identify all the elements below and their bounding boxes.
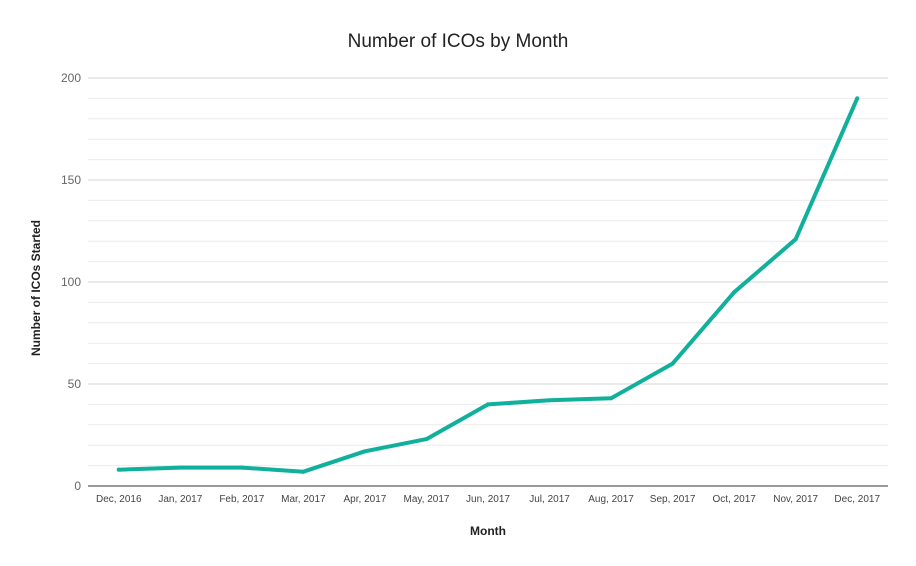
x-tick-label: Apr, 2017 xyxy=(344,494,387,505)
chart-title: Number of ICOs by Month xyxy=(348,31,569,52)
y-tick-label: 150 xyxy=(61,173,81,187)
x-tick-label: Nov, 2017 xyxy=(773,494,818,505)
data-point xyxy=(239,465,244,470)
x-tick-label: Mar, 2017 xyxy=(281,494,326,505)
x-tick-label: Jun, 2017 xyxy=(466,494,510,505)
x-tick-label: Aug, 2017 xyxy=(588,494,634,505)
data-point xyxy=(424,437,429,442)
data-point xyxy=(793,237,798,242)
data-point xyxy=(670,361,675,366)
series-line xyxy=(116,96,860,474)
y-tick-label: 100 xyxy=(61,275,81,289)
x-axis-title: Month xyxy=(470,524,506,538)
x-tick-label: Feb, 2017 xyxy=(219,494,264,505)
y-tick-label: 200 xyxy=(61,71,81,85)
x-tick-label: Sep, 2017 xyxy=(650,494,696,505)
x-tick-label: Dec, 2017 xyxy=(834,494,880,505)
data-point xyxy=(486,402,490,407)
x-tick-label: Dec, 2016 xyxy=(96,494,142,505)
gridlines xyxy=(88,77,888,467)
x-tick-label: Oct, 2017 xyxy=(712,494,756,505)
data-point xyxy=(301,469,306,474)
series-layer xyxy=(116,96,860,474)
data-point xyxy=(116,467,121,472)
y-axis-title: Number of ICOs Started xyxy=(29,220,43,356)
x-tick-label: Jan, 2017 xyxy=(158,494,202,505)
data-point xyxy=(547,398,552,403)
x-axis: Dec, 2016 Jan, 2017 Feb, 2017 Mar, 2017 Apr,… xyxy=(88,485,888,505)
x-tick-label: May, 2017 xyxy=(403,494,449,505)
y-axis: 0 50 100 150 200 xyxy=(61,71,81,493)
data-point xyxy=(178,465,183,470)
data-point xyxy=(732,290,737,295)
data-point xyxy=(855,96,860,101)
data-point xyxy=(362,449,367,454)
y-tick-label: 0 xyxy=(74,479,81,493)
data-point xyxy=(609,396,614,401)
y-tick-label: 50 xyxy=(68,377,82,391)
x-tick-label: Jul, 2017 xyxy=(529,494,570,505)
